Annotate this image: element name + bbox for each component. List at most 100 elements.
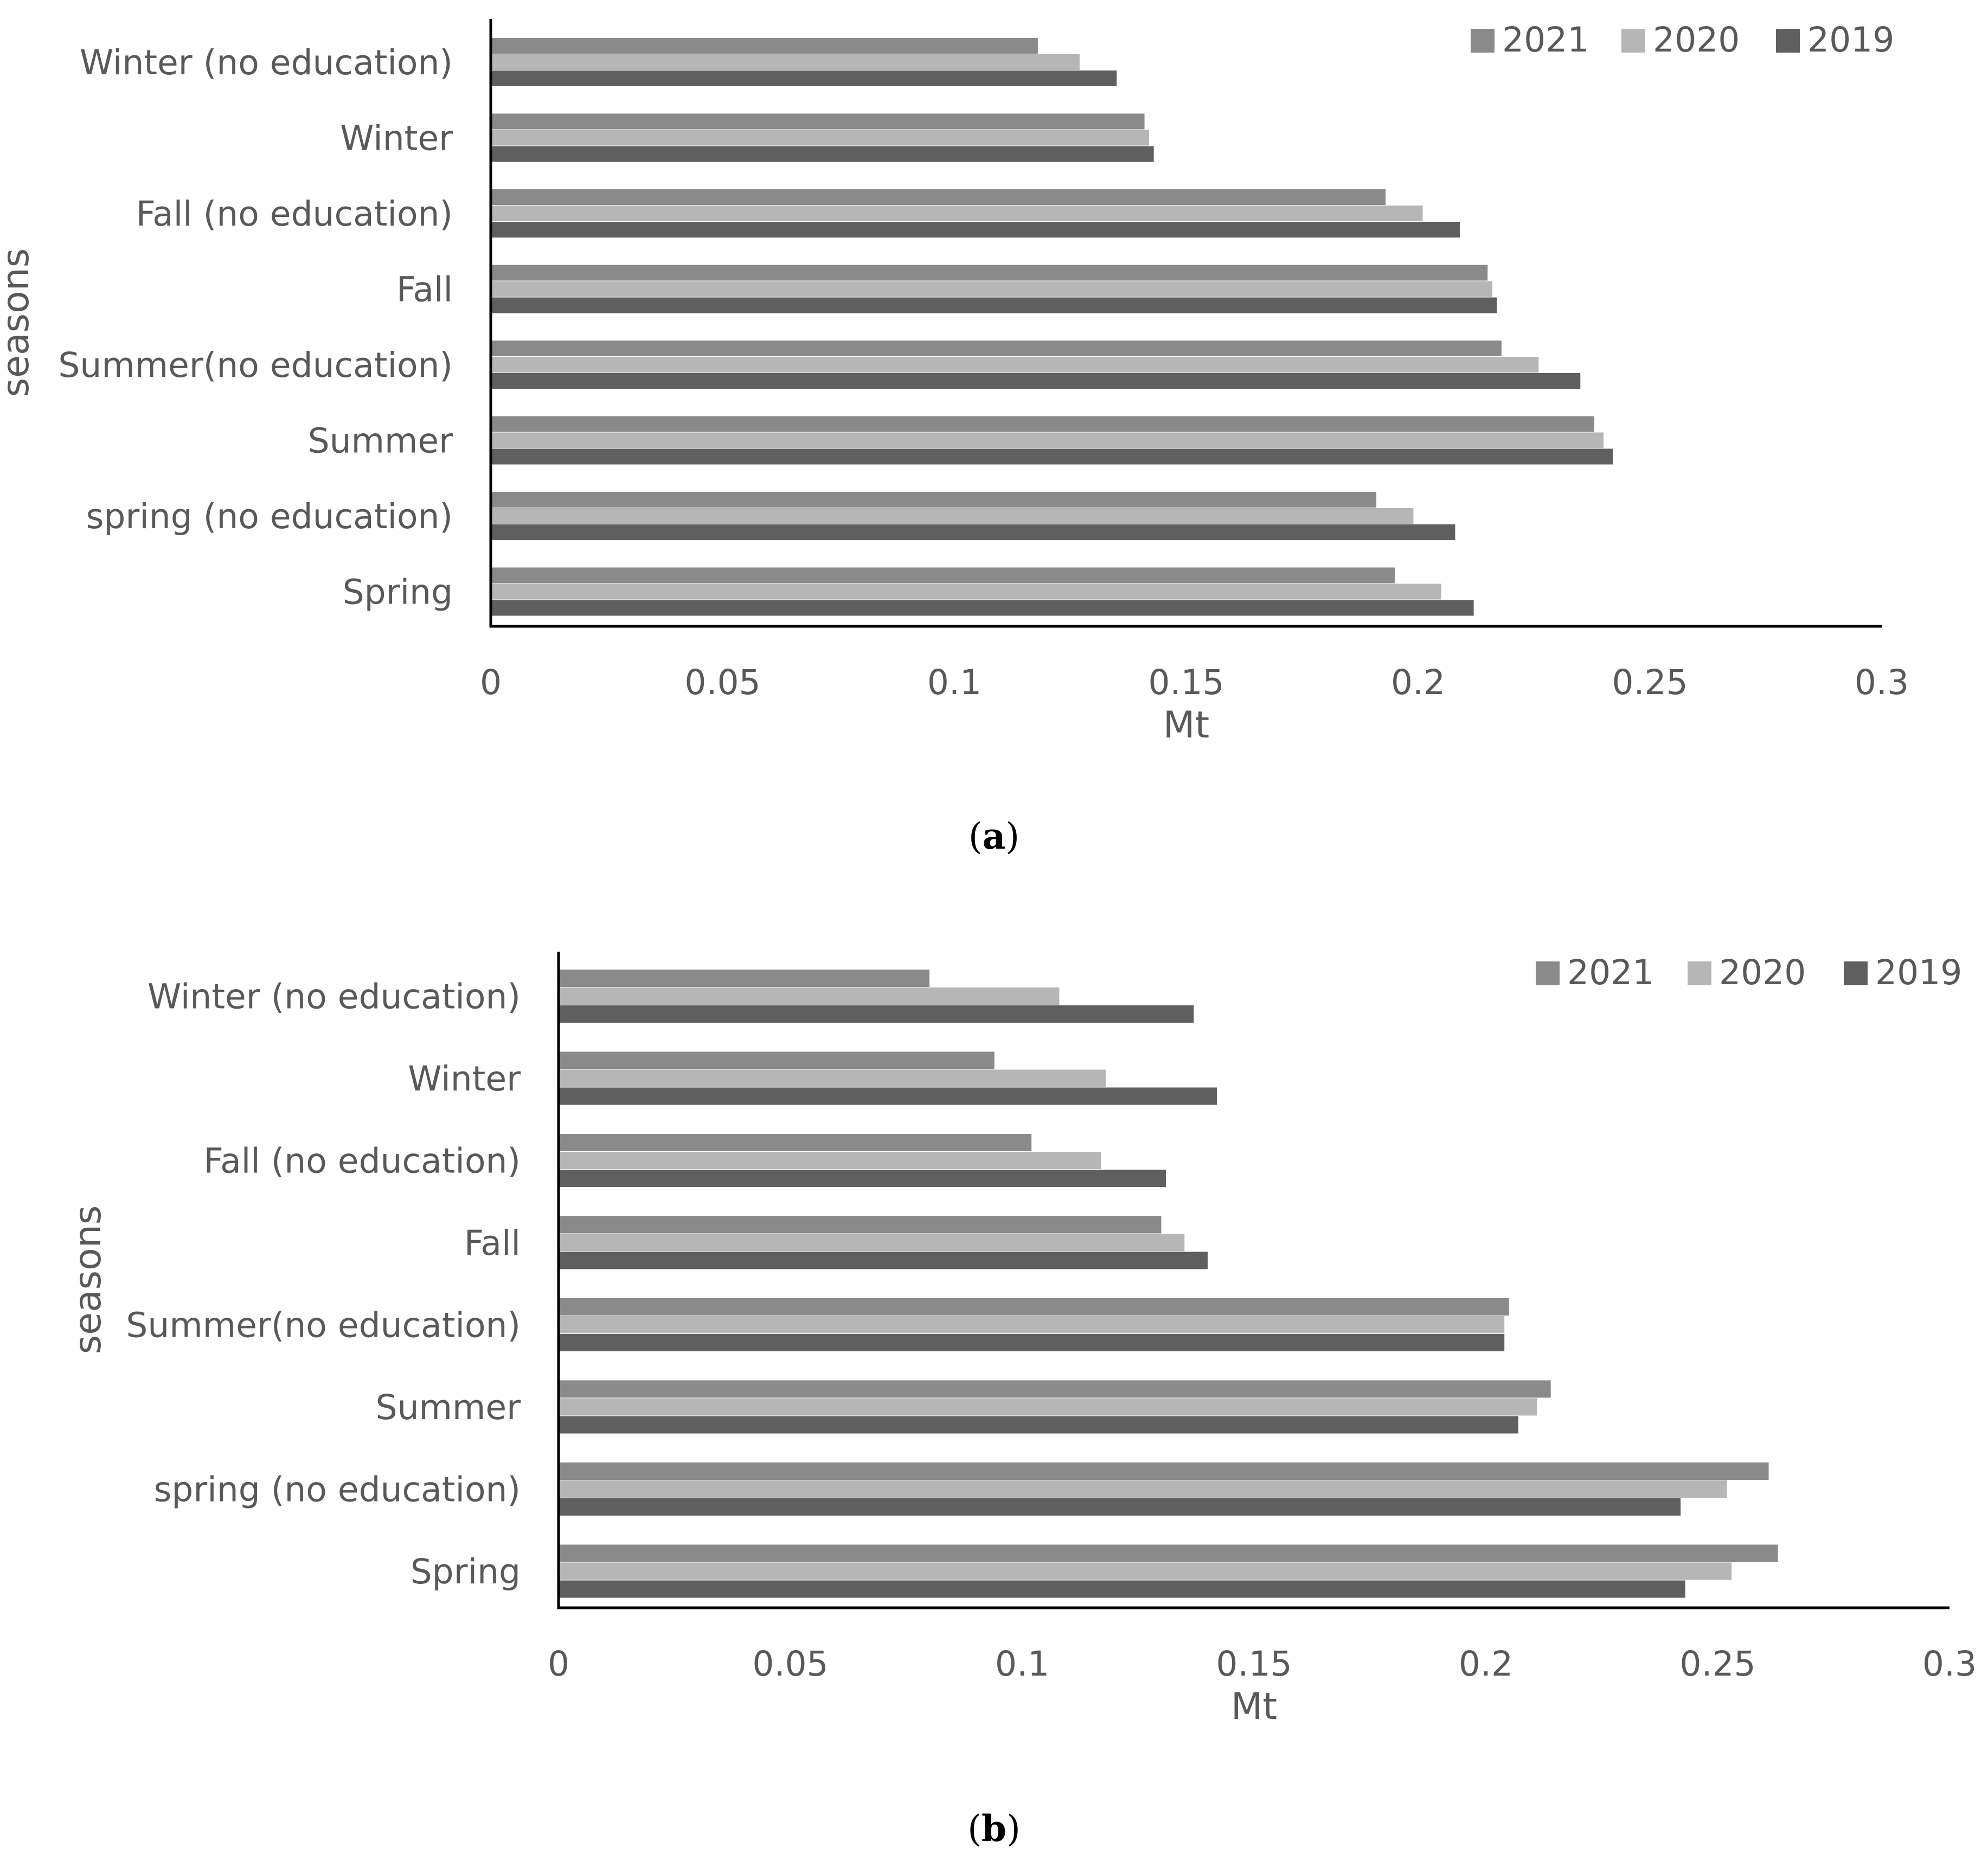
category-label-b-5: Summer — [376, 1388, 521, 1427]
category-label-a-2: Fall (no education) — [136, 194, 453, 234]
category-label-b-1: Winter — [408, 1059, 521, 1099]
category-label-a-6: spring (no education) — [86, 497, 453, 536]
category-labels-b: Winter (no education) Winter Fall (no educ… — [126, 977, 521, 1592]
legend-swatch-b-2020 — [1688, 961, 1711, 985]
bar-a-2021-3 — [491, 265, 1488, 281]
category-label-b-7: Spring — [411, 1552, 521, 1592]
bar-a-2019-2 — [491, 222, 1460, 238]
bar-b-2019-4 — [559, 1334, 1505, 1351]
legend-label-b-2021: 2021 — [1567, 953, 1654, 992]
x-tick-label-b-5: 0.25 — [1679, 1644, 1755, 1684]
bar-a-2020-1 — [491, 130, 1150, 146]
bar-b-2020-6 — [559, 1480, 1727, 1498]
bar-a-2020-6 — [491, 508, 1414, 524]
bar-a-2021-5 — [491, 416, 1594, 432]
category-label-a-1: Winter — [340, 119, 453, 158]
bar-b-2021-0 — [559, 970, 929, 987]
x-tick-label-b-1: 0.05 — [752, 1644, 828, 1684]
legend-swatch-b-2021 — [1536, 961, 1560, 985]
bar-b-2019-1 — [559, 1087, 1217, 1105]
x-axis-title-b: Mt — [1231, 1685, 1277, 1728]
bar-a-2019-5 — [491, 448, 1613, 465]
y-axis-title-b: seasons — [67, 1205, 110, 1355]
bar-a-2021-6 — [491, 492, 1377, 508]
bar-a-2021-0 — [491, 38, 1038, 54]
legend-swatch-a-2021 — [1471, 29, 1495, 53]
bar-a-2020-0 — [491, 54, 1080, 70]
x-tick-label-b-2: 0.1 — [995, 1644, 1049, 1684]
bar-a-2019-4 — [491, 373, 1581, 389]
x-axis-title-a: Mt — [1163, 704, 1209, 747]
category-label-b-4: Summer(no education) — [126, 1306, 521, 1345]
bar-a-2019-6 — [491, 524, 1455, 540]
category-label-b-0: Winter (no education) — [148, 977, 521, 1017]
category-label-a-4: Summer(no education) — [58, 345, 453, 385]
bars-a — [491, 38, 1613, 616]
category-labels-a: Winter (no education) Winter Fall (no educ… — [58, 43, 453, 612]
category-label-b-6: spring (no education) — [154, 1470, 521, 1510]
bar-b-2021-1 — [559, 1051, 995, 1069]
bar-b-2021-7 — [559, 1544, 1778, 1562]
y-axis-title-a: seasons — [0, 248, 37, 397]
legend-label-b-2020: 2020 — [1719, 953, 1806, 992]
legend-label-b-2019: 2019 — [1875, 953, 1962, 992]
bar-b-2020-2 — [559, 1152, 1101, 1169]
bar-b-2020-7 — [559, 1562, 1732, 1580]
x-tick-label-a-5: 0.25 — [1612, 663, 1688, 702]
bar-b-2019-2 — [559, 1170, 1166, 1187]
legend-swatch-a-2019 — [1776, 29, 1800, 53]
chart-panel-a: Winter (no education) Winter Fall (no educ… — [0, 19, 1909, 857]
bar-b-2020-4 — [559, 1316, 1505, 1333]
legend-swatch-a-2020 — [1621, 29, 1645, 53]
legend-label-a-2019: 2019 — [1807, 20, 1894, 60]
tick-labels-a: 0 0.05 0.1 0.15 0.2 0.25 0.3 — [480, 663, 1909, 702]
bar-b-2021-2 — [559, 1134, 1032, 1151]
chart-panel-b: Winter (no education) Winter Fall (no educ… — [67, 952, 1977, 1850]
legend-label-a-2020: 2020 — [1653, 20, 1740, 60]
bar-b-2019-6 — [559, 1498, 1681, 1516]
category-label-b-2: Fall (no education) — [204, 1141, 521, 1181]
bar-a-2021-1 — [491, 113, 1145, 130]
legend-swatch-b-2019 — [1844, 961, 1868, 985]
bar-b-2020-3 — [559, 1234, 1185, 1252]
bar-b-2019-0 — [559, 1005, 1194, 1023]
category-label-b-3: Fall — [464, 1223, 521, 1263]
bar-b-2021-6 — [559, 1462, 1769, 1480]
bar-a-2020-4 — [491, 357, 1539, 373]
bar-a-2020-5 — [491, 432, 1604, 448]
bars-b — [559, 970, 1778, 1598]
x-tick-label-b-4: 0.2 — [1459, 1644, 1513, 1684]
bar-a-2021-2 — [491, 189, 1386, 205]
bar-a-2019-7 — [491, 600, 1474, 616]
caption-a: (a) — [969, 815, 1019, 857]
bar-b-2019-7 — [559, 1580, 1685, 1598]
bar-b-2020-1 — [559, 1069, 1106, 1087]
x-tick-label-b-0: 0 — [548, 1644, 569, 1684]
bar-b-2021-4 — [559, 1298, 1509, 1316]
bar-a-2019-3 — [491, 297, 1497, 313]
x-tick-label-a-2: 0.1 — [927, 663, 982, 702]
x-tick-label-b-3: 0.15 — [1216, 1644, 1292, 1684]
bar-b-2020-0 — [559, 987, 1060, 1005]
bar-a-2020-2 — [491, 206, 1423, 221]
bar-b-2020-5 — [559, 1398, 1537, 1416]
x-tick-label-b-6: 0.3 — [1922, 1644, 1977, 1684]
category-label-a-5: Summer — [308, 421, 453, 461]
category-label-a-0: Winter (no education) — [80, 43, 453, 82]
bar-a-2019-1 — [491, 146, 1154, 162]
bar-a-2020-3 — [491, 281, 1492, 297]
bar-a-2019-0 — [491, 70, 1117, 86]
bar-b-2021-5 — [559, 1380, 1551, 1398]
x-tick-label-a-1: 0.05 — [684, 663, 760, 702]
category-label-a-7: Spring — [343, 573, 453, 612]
x-tick-label-a-0: 0 — [480, 663, 502, 702]
x-tick-label-a-6: 0.3 — [1855, 663, 1909, 702]
x-tick-label-a-3: 0.15 — [1148, 663, 1224, 702]
bar-a-2021-4 — [491, 341, 1502, 356]
caption-letter-b: b — [982, 1807, 1006, 1850]
bar-b-2019-5 — [559, 1416, 1518, 1434]
legend-label-a-2021: 2021 — [1502, 20, 1589, 60]
category-label-a-3: Fall — [396, 270, 453, 310]
tick-labels-b: 0 0.05 0.1 0.15 0.2 0.25 0.3 — [548, 1644, 1977, 1684]
